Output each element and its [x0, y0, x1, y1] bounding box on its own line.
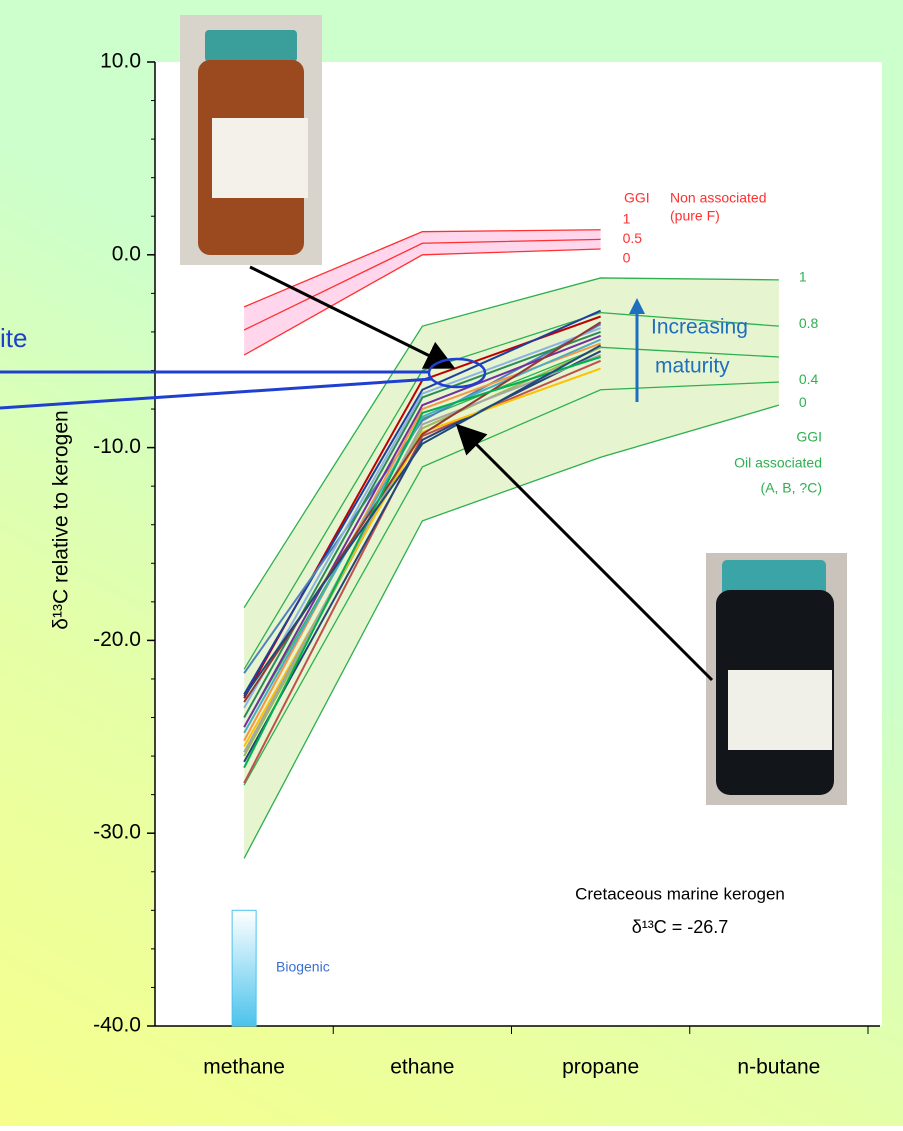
arrow — [460, 428, 712, 680]
pointer-line — [0, 379, 432, 408]
overlay: ite Increasing maturity — [0, 0, 903, 1126]
highlight-ellipse — [429, 359, 485, 387]
cut-label: ite — [0, 323, 27, 353]
slide: -40.0-30.0-20.0-10.00.010.0δ¹³C relative… — [0, 0, 903, 1126]
maturity-label: maturity — [655, 355, 730, 378]
maturity-arrowhead — [629, 298, 645, 314]
maturity-label: Increasing — [651, 316, 748, 339]
arrow — [250, 267, 450, 366]
jar-photo-2 — [706, 553, 847, 805]
jar-photo-1 — [180, 15, 322, 265]
